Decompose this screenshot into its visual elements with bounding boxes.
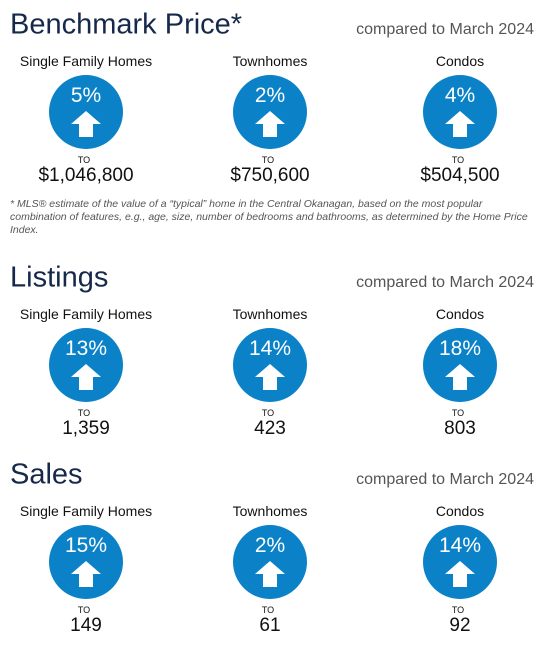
change-percent: 18%: [438, 337, 482, 360]
up-arrow: [71, 364, 101, 390]
change-percent: 14%: [248, 337, 292, 360]
comparison: compared to March 2024: [356, 21, 534, 38]
section-title: Listings: [10, 261, 109, 294]
to-label: TO: [261, 605, 275, 615]
item-label: Townhomes: [232, 503, 308, 519]
up-arrow: [445, 111, 475, 137]
item-value: 149: [70, 615, 102, 636]
arrow-shape: [255, 561, 285, 587]
arrow-shape: [255, 111, 285, 137]
change-percent: 4%: [444, 84, 476, 107]
item-value: $1,046,800: [38, 165, 134, 186]
arrow-shape: [255, 364, 285, 390]
change-badge: 14%: [233, 328, 307, 402]
item-value: 61: [259, 615, 281, 636]
item-value: $504,500: [420, 165, 500, 186]
change-badge: 2%: [233, 525, 307, 599]
change-percent: 2%: [254, 534, 286, 557]
change-percent: 2%: [254, 84, 286, 107]
item-value: 92: [449, 615, 471, 636]
item-value: 423: [254, 418, 286, 439]
to-label: TO: [451, 155, 465, 165]
arrow-shape: [445, 364, 475, 390]
change-percent: 15%: [64, 534, 108, 557]
to-label: TO: [451, 408, 465, 418]
change-badge: 18%: [423, 328, 497, 402]
change-percent: 14%: [438, 534, 482, 557]
item-label: Condos: [435, 503, 485, 519]
comparison: compared to March 2024: [356, 274, 534, 291]
to-label: TO: [77, 605, 91, 615]
up-arrow: [445, 561, 475, 587]
up-arrow: [255, 561, 285, 587]
item-value: 803: [444, 418, 476, 439]
section-title: Benchmark Price*: [10, 8, 243, 41]
to-label: TO: [77, 155, 91, 165]
arrow-shape: [71, 561, 101, 587]
up-arrow: [445, 364, 475, 390]
change-badge: 14%: [423, 525, 497, 599]
item-label: Townhomes: [232, 306, 308, 322]
to-label: TO: [261, 155, 275, 165]
arrow-shape: [71, 364, 101, 390]
change-badge: 2%: [233, 75, 307, 149]
item-label: Single Family Homes: [19, 306, 153, 322]
item-label: Condos: [435, 306, 485, 322]
to-label: TO: [451, 605, 465, 615]
change-percent: 5%: [70, 84, 102, 107]
footnote: * MLS® estimate of the value of a “typic…: [10, 198, 528, 236]
arrow-shape: [445, 561, 475, 587]
item-value: $750,600: [230, 165, 310, 186]
arrow-shape: [445, 111, 475, 137]
up-arrow: [71, 111, 101, 137]
item-label: Single Family Homes: [19, 503, 153, 519]
item-label: Townhomes: [232, 53, 308, 69]
change-badge: 13%: [49, 328, 123, 402]
up-arrow: [255, 364, 285, 390]
up-arrow: [255, 111, 285, 137]
change-badge: 4%: [423, 75, 497, 149]
section-title: Sales: [10, 458, 83, 491]
change-badge: 5%: [49, 75, 123, 149]
change-badge: 15%: [49, 525, 123, 599]
to-label: TO: [77, 408, 91, 418]
comparison: compared to March 2024: [356, 471, 534, 488]
change-percent: 13%: [64, 337, 108, 360]
item-value: 1,359: [62, 418, 110, 439]
item-label: Condos: [435, 53, 485, 69]
item-label: Single Family Homes: [19, 53, 153, 69]
to-label: TO: [261, 408, 275, 418]
arrow-shape: [71, 111, 101, 137]
up-arrow: [71, 561, 101, 587]
